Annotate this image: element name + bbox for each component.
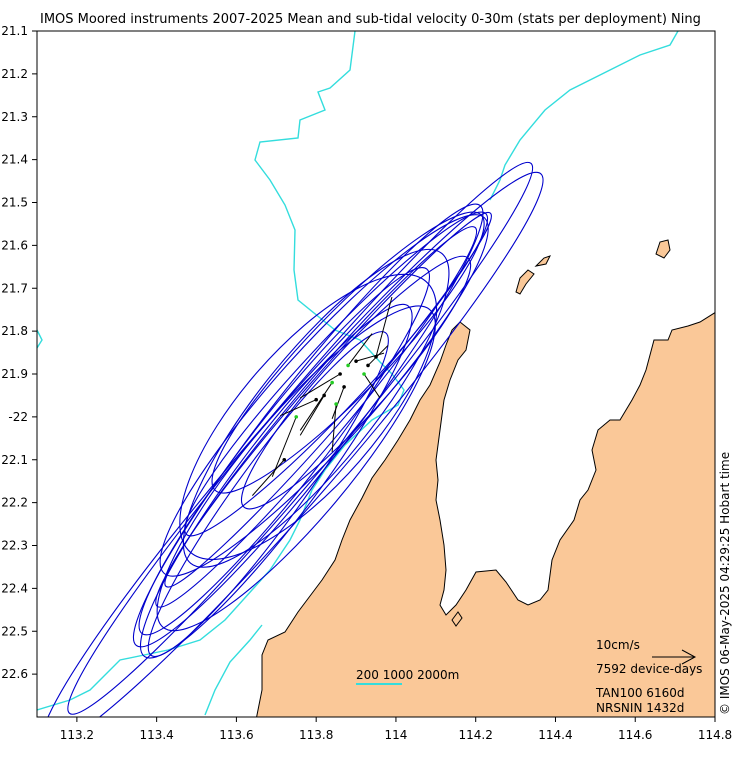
mean-velocity-vector <box>367 345 389 366</box>
variance-ellipse <box>164 211 492 588</box>
mean-velocity-vector <box>363 373 381 399</box>
y-tick-label: 21.3 <box>1 110 28 124</box>
mooring-location <box>346 363 350 368</box>
y-tick-label: 21.9 <box>1 367 28 381</box>
mooring-location <box>334 402 338 406</box>
x-tick-label: 113.8 <box>299 728 333 742</box>
y-tick-label: 21.4 <box>1 153 28 167</box>
mean-velocity-vector <box>331 403 337 452</box>
island <box>515 269 535 295</box>
station-label: NRSNIN 1432d <box>596 701 684 715</box>
x-tick-label: 114.6 <box>618 728 652 742</box>
scale-label: 10cm/s <box>596 638 640 652</box>
mean-velocity-vector <box>299 382 333 431</box>
mooring-location <box>342 385 346 389</box>
variance-ellipse <box>240 255 472 510</box>
x-tick-label: 113.6 <box>219 728 253 742</box>
variance-ellipse <box>184 211 489 537</box>
x-tick-label: 114.8 <box>698 728 732 742</box>
x-tick-label: 113.2 <box>60 728 94 742</box>
mooring-location <box>314 397 318 402</box>
y-tick-label: 22.2 <box>1 496 28 510</box>
y-tick-label: 21.5 <box>1 196 28 210</box>
mooring-location <box>322 393 326 398</box>
y-tick-label: 22.1 <box>1 453 28 467</box>
device-days-label: 7592 device-days <box>596 662 702 676</box>
mean-velocity-vector <box>375 296 393 357</box>
mean-velocity-vector <box>299 373 341 399</box>
y-tick-label: -22 <box>8 410 28 424</box>
y-tick-label: 22.4 <box>1 581 28 595</box>
mean-velocity-vector <box>251 459 285 496</box>
isobath-line <box>37 329 43 349</box>
variance-ellipse <box>40 171 544 717</box>
y-tick-label: 22.3 <box>1 539 28 553</box>
y-tick-label: 21.8 <box>1 324 28 338</box>
y-tick-label: 21.1 <box>1 24 28 38</box>
isobath-line <box>204 624 263 716</box>
ellipse-layer <box>40 161 544 717</box>
mooring-location <box>282 457 287 462</box>
variance-ellipse <box>159 214 489 577</box>
x-tick-label: 114 <box>384 728 407 742</box>
variance-ellipse <box>139 303 413 659</box>
credit-text: © IMOS 06-May-2025 04:29:25 Hobart time <box>718 452 732 715</box>
mean-velocity-vector <box>347 333 373 366</box>
land-mainland <box>256 312 715 717</box>
mooring-location <box>330 380 334 385</box>
plot-area <box>37 31 715 717</box>
mooring-location <box>366 363 370 368</box>
x-tick-label: 114.4 <box>538 728 572 742</box>
vector-layer <box>251 296 393 496</box>
mooring-location <box>374 355 378 359</box>
variance-ellipse <box>182 248 450 568</box>
mean-velocity-vector <box>331 386 345 419</box>
map-title: IMOS Moored instruments 2007-2025 Mean a… <box>40 12 701 27</box>
isobath-line <box>489 31 679 201</box>
mean-velocity-vector <box>280 399 317 417</box>
variance-ellipse <box>147 331 389 658</box>
mooring-location <box>338 372 342 376</box>
station-label: TAN100 6160d <box>595 686 684 700</box>
x-axis-ticks: 113.2 113.4 113.6 113.8 114 114.2 114.4 114.6 11… <box>60 717 732 742</box>
y-axis-ticks: 21.1 21.2 21.3 21.4 21.5 21.6 21.7 21.8 21.9 -22 2… <box>1 24 37 681</box>
y-tick-label: 21.7 <box>1 281 28 295</box>
island <box>451 611 463 627</box>
y-tick-label: 21.2 <box>1 67 28 81</box>
y-tick-label: 21.6 <box>1 238 28 252</box>
mean-velocity-vector <box>271 416 297 477</box>
mooring-location <box>294 415 299 419</box>
scale-arrowhead <box>681 649 697 665</box>
mean-velocity-vector <box>299 395 325 436</box>
mooring-location <box>354 359 358 363</box>
x-tick-label: 113.4 <box>139 728 173 742</box>
variance-ellipse <box>156 305 436 632</box>
y-tick-label: 22.5 <box>1 624 28 638</box>
island <box>655 239 671 259</box>
isobath-legend-label: 200 1000 2000m <box>356 668 459 682</box>
island <box>534 255 551 267</box>
mooring-location <box>362 372 366 376</box>
y-tick-label: 22.6 <box>1 667 28 681</box>
x-tick-label: 114.2 <box>459 728 493 742</box>
